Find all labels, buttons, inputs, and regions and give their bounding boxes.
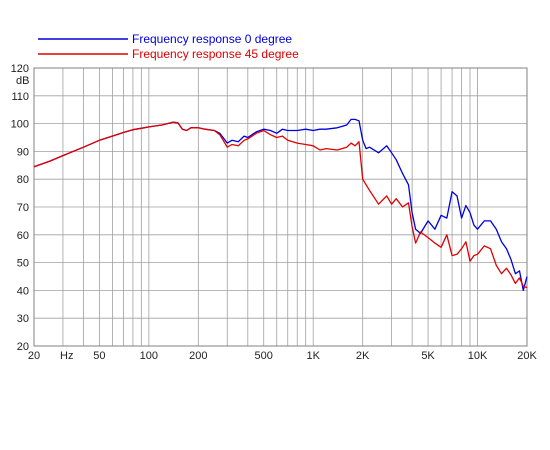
y-tick-label: 120 xyxy=(11,63,29,75)
y-tick-label: 20 xyxy=(17,341,29,353)
x-tick-label: 100 xyxy=(140,350,158,362)
x-tick-label: 5K xyxy=(421,350,435,362)
y-tick-label: 50 xyxy=(17,258,29,270)
x-tick-label: 10K xyxy=(468,350,488,362)
y-tick-labels: 20 30 40 50 60 70 80 90 100 110 120 xyxy=(11,63,29,353)
plot-frame xyxy=(33,67,528,347)
x-unit-label: Hz xyxy=(60,350,73,362)
y-tick-label: 70 xyxy=(17,202,29,214)
legend-label: Frequency response 0 degree xyxy=(132,32,292,46)
y-tick-label: 80 xyxy=(17,174,29,186)
series-lines xyxy=(33,118,528,292)
y-tick-label: 90 xyxy=(17,146,29,158)
series-line-0-degree xyxy=(33,118,528,292)
x-tick-label: 200 xyxy=(189,350,207,362)
x-tick-label: 20 xyxy=(28,350,40,362)
x-tick-label: 2K xyxy=(356,350,370,362)
grid-lines xyxy=(34,68,527,346)
series-line-45-degree xyxy=(33,121,528,289)
x-tick-label: 500 xyxy=(255,350,273,362)
x-tick-labels: 20 50 100 200 500 1K 2K 5K 10K 20K xyxy=(28,350,538,362)
y-tick-label: 40 xyxy=(17,285,29,297)
y-unit-label: dB xyxy=(16,75,29,87)
y-tick-label: 30 xyxy=(17,313,29,325)
x-tick-label: 50 xyxy=(93,350,105,362)
legend-label: Frequency response 45 degree xyxy=(132,47,299,61)
x-tick-label: 20K xyxy=(517,350,537,362)
x-tick-label: 1K xyxy=(306,350,320,362)
y-tick-label: 100 xyxy=(11,119,29,131)
y-tick-label: 110 xyxy=(11,91,29,103)
y-tick-label: 60 xyxy=(17,230,29,242)
